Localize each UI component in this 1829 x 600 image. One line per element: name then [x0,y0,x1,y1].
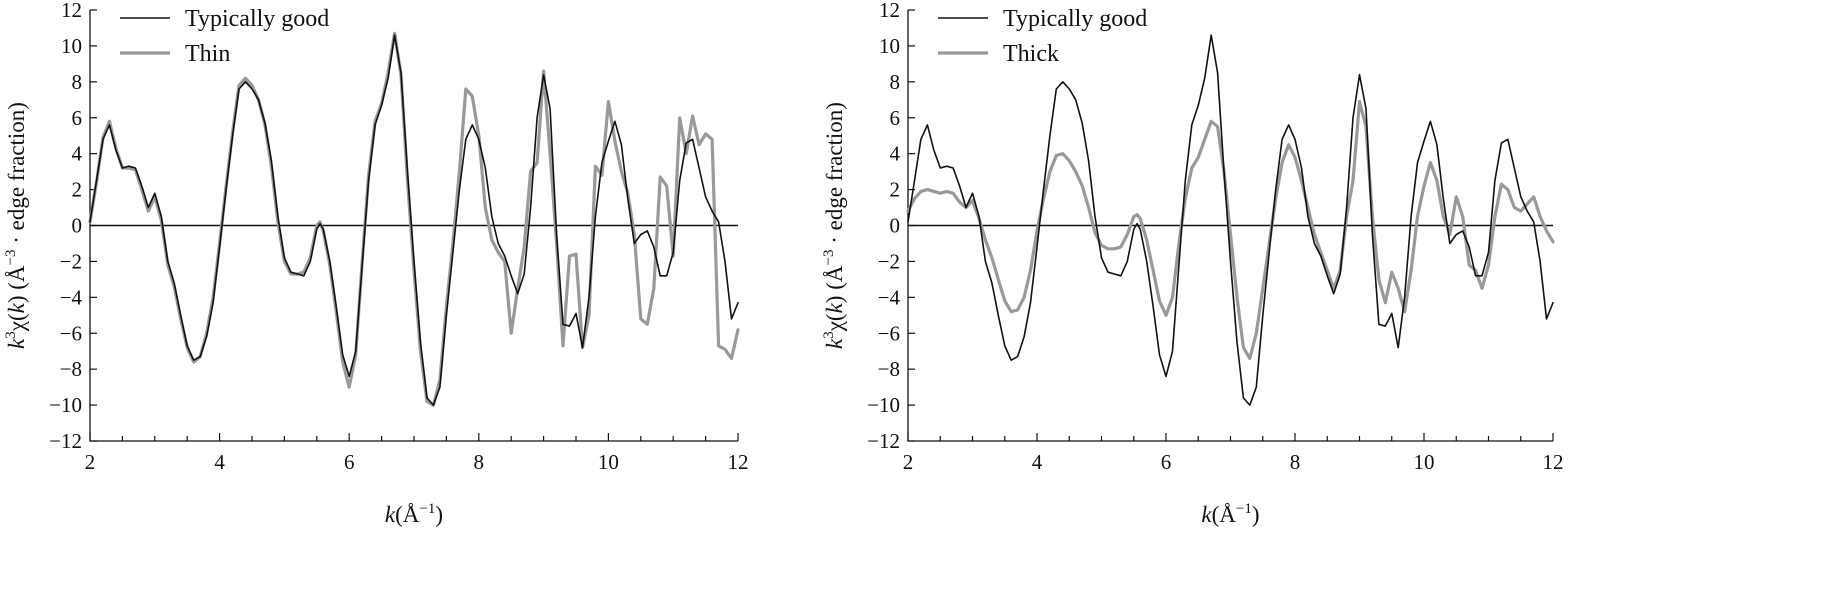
x-tick-label: 12 [728,450,749,474]
y-tick-label: 6 [890,106,901,130]
series-line-thin [88,31,740,407]
y-tick-label: −6 [878,321,900,345]
y-tick-label: 8 [890,70,901,94]
series-line-thick [906,100,1555,360]
legend-label: Typically good [1003,6,1147,32]
y-tick-label: −2 [60,249,82,273]
y-tick-label: 12 [879,0,900,22]
x-tick-label: 12 [1543,450,1564,474]
y-tick-label: 6 [72,106,83,130]
y-axis-label: k3χ(k) (Å−3 · edge fraction) [3,102,29,349]
y-tick-label: 0 [72,214,83,238]
x-tick-label: 8 [474,450,485,474]
x-tick-label: 6 [1161,450,1172,474]
chart-panel-left: −12 −10 −8 −6 −4 −2 0 2 4 6 8 10 12 2 4 6 8 10 12 k(Å−1) k3χ… [3,0,749,527]
x-axis-label: k(Å−1) [385,501,443,527]
y-tick-label: −8 [60,357,82,381]
x-tick-label: 10 [1414,450,1435,474]
x-tick-label: 4 [1032,450,1043,474]
y-tick-label: −2 [878,249,900,273]
series-line-typically-good [907,34,1554,406]
x-tick-label: 2 [903,450,914,474]
y-tick-label: −12 [867,429,900,453]
y-tick-label: 4 [72,142,83,166]
y-tick-label: 8 [72,70,83,94]
x-tick-label: 6 [344,450,355,474]
y-tick-label: 4 [890,142,901,166]
x-tick-label: 2 [85,450,96,474]
y-tick-label: 0 [890,214,901,238]
x-tick-label: 10 [598,450,619,474]
legend-label: Thin [185,41,230,67]
y-tick-label: −6 [60,321,82,345]
x-axis-label: k(Å−1) [1201,501,1259,527]
series-line-typically-good [89,34,739,406]
y-tick-label: −8 [878,357,900,381]
y-tick-label: −4 [878,285,901,309]
legend-label: Thick [1003,41,1059,67]
y-tick-label: 10 [61,34,82,58]
y-tick-label: 12 [61,0,82,22]
chart-panel-right: −12 −10 −8 −6 −4 −2 0 2 4 6 8 10 12 2 4 6 8 10 12 k(Å−1) k3χ… [821,0,1564,527]
y-tick-label: −10 [49,393,82,417]
y-tick-label: 2 [72,178,83,202]
y-axis-label: k3χ(k) (Å−3 · edge fraction) [821,102,847,349]
y-tick-label: −10 [867,393,900,417]
x-tick-label: 4 [214,450,225,474]
y-tick-label: 10 [879,34,900,58]
x-tick-label: 8 [1290,450,1301,474]
legend-label: Typically good [185,6,329,32]
y-tick-label: 2 [890,178,901,202]
y-tick-label: −4 [60,285,83,309]
y-tick-label: −12 [49,429,82,453]
